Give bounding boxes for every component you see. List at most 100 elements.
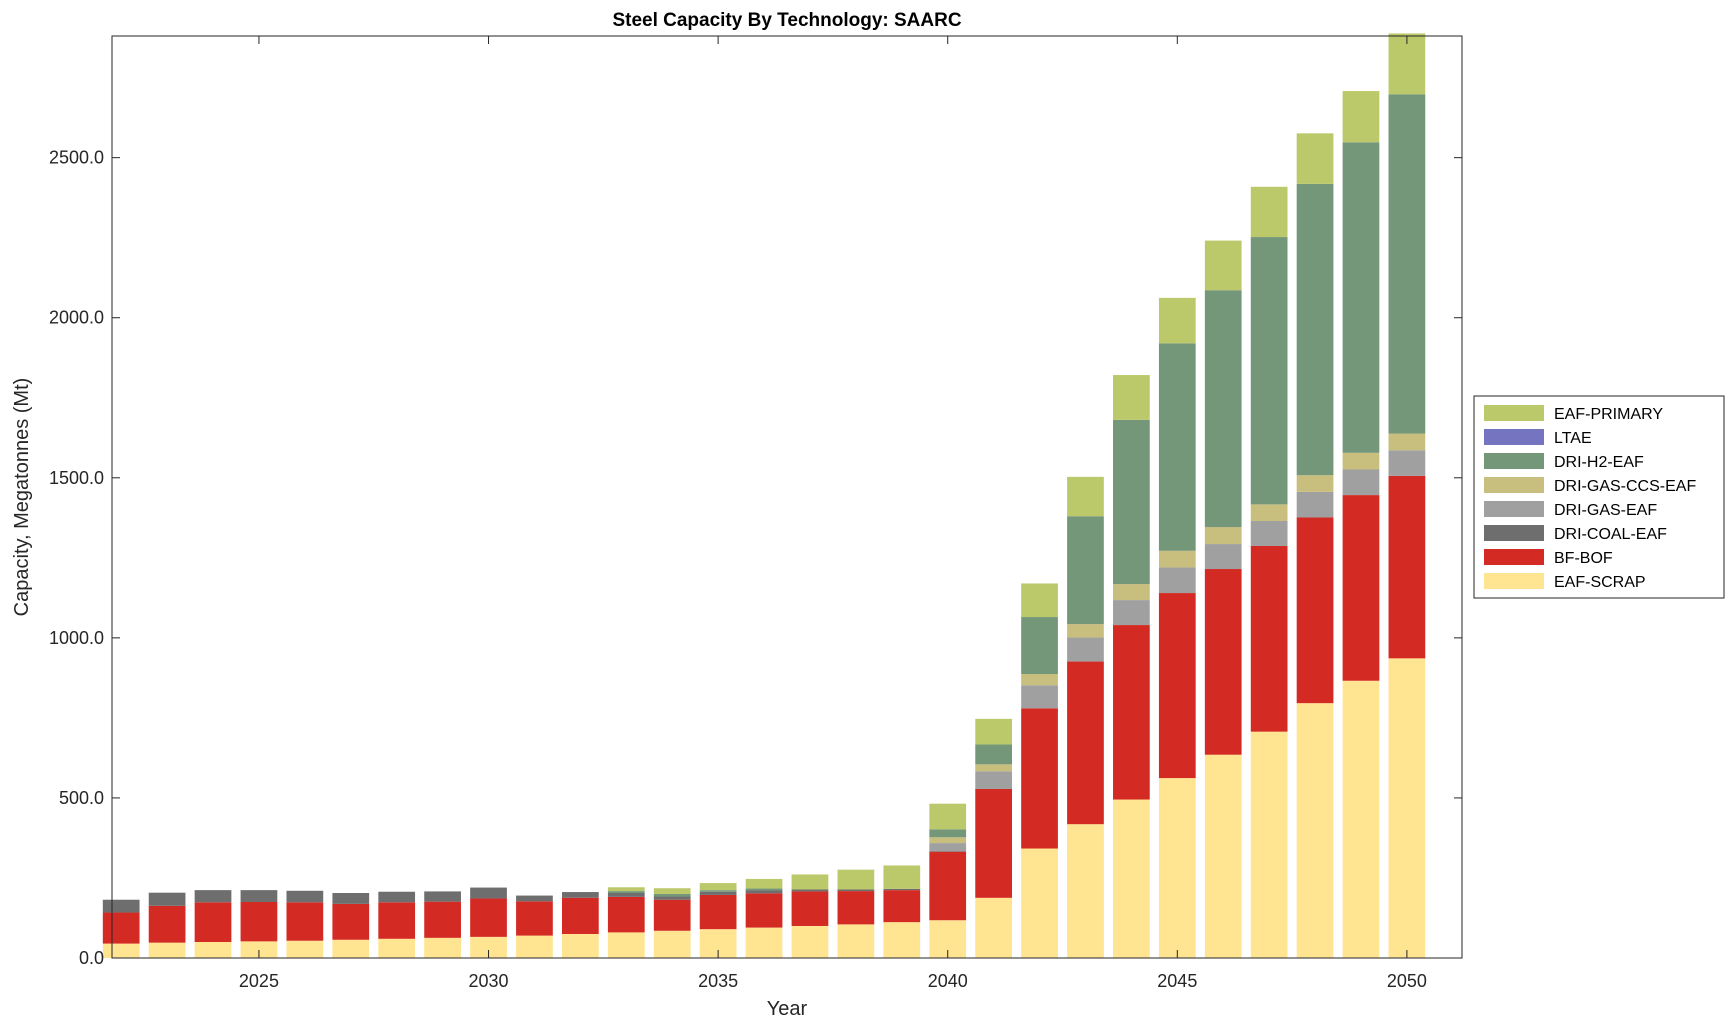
bar-segment-eaf-scrap-2042 [1021,848,1058,958]
bar-segment-eaf-scrap-2033 [607,932,645,958]
bar-segment-eaf-primary-2047 [1250,186,1288,238]
bar-segment-bf-bof-2022 [102,912,140,944]
bar-segment-eaf-scrap-2037 [791,925,829,958]
chart-title: Steel Capacity By Technology: SAARC [612,10,961,31]
bar-segment-eaf-primary-2036 [745,878,783,889]
bar-segment-dri-coal-eaf-2039 [883,888,921,891]
bar-segment-bf-bof-2024 [194,902,232,942]
bar-segment-bf-bof-2033 [607,896,645,933]
bar-segment-dri-coal-eaf-2038 [837,889,875,892]
bar-segment-eaf-scrap-2038 [837,924,875,958]
bar-segment-eaf-scrap-2048 [1296,703,1334,958]
x-tick-label: 2025 [239,971,279,991]
bar-segment-eaf-scrap-2032 [562,933,599,958]
bar-segment-eaf-scrap-2050 [1388,658,1426,958]
bar-segment-dri-h2-eaf-2045 [1158,343,1196,551]
bar-segment-eaf-primary-2049 [1342,91,1380,143]
bar-segment-dri-coal-eaf-2036 [745,890,783,894]
bar-segment-dri-coal-eaf-2024 [194,890,232,903]
bar-segment-dri-coal-eaf-2028 [378,891,416,903]
bar-segment-eaf-primary-2042 [1021,583,1058,618]
bar-segment-dri-coal-eaf-2022 [102,899,140,913]
bar-segment-dri-coal-eaf-2034 [653,896,691,900]
bar-segment-bf-bof-2048 [1296,517,1334,704]
bar-segment-dri-coal-eaf-2033 [607,893,645,897]
bar-segment-bf-bof-2023 [148,905,186,943]
bar-segment-dri-gas-ccs-eaf-2046 [1204,527,1242,545]
y-tick-label: 0.0 [79,948,104,968]
bar-segment-dri-coal-eaf-2027 [332,893,370,904]
legend-label-dri-gas-eaf: DRI-GAS-EAF [1554,502,1657,519]
legend-label-eaf-scrap: EAF-SCRAP [1554,574,1646,591]
bar-segment-eaf-scrap-2049 [1342,680,1380,958]
bar-segment-bf-bof-2040 [929,851,967,921]
bar-segment-bf-bof-2050 [1388,475,1426,659]
bar-segment-dri-gas-eaf-2048 [1296,491,1334,518]
legend-label-eaf-primary: EAF-PRIMARY [1554,406,1663,423]
legend-label-dri-h2-eaf: DRI-H2-EAF [1554,454,1644,471]
legend-label-dri-gas-ccs-eaf: DRI-GAS-CCS-EAF [1554,478,1696,495]
bar-segment-dri-gas-eaf-2046 [1204,544,1242,570]
bar-segment-eaf-scrap-2030 [470,936,507,958]
axis-ticks: 0.0 500.0 1000.0 1500.0 2000.0 2500.0 2025 2030… [49,36,1462,991]
y-tick-label: 500.0 [59,788,104,808]
legend-label-ltae: LTAE [1554,430,1592,447]
bar-segment-dri-h2-eaf-2048 [1296,183,1334,476]
bar-segment-dri-h2-eaf-2035 [699,890,737,892]
legend: EAF-PRIMARY LTAE DRI-H2-EAF DRI-GAS-CCS-EAF… [1473,395,1725,599]
bar-segment-bf-bof-2041 [975,788,1012,898]
legend-label-bf-bof: BF-BOF [1554,550,1613,567]
bar-segment-eaf-primary-2037 [791,874,829,890]
bar-segment-dri-gas-eaf-2043 [1067,637,1104,662]
bar-segment-dri-gas-eaf-2045 [1158,567,1196,594]
bar-segment-bf-bof-2036 [745,893,783,928]
y-tick-label: 2500.0 [49,148,104,168]
bar-segment-dri-coal-eaf-2032 [562,892,599,898]
bar-segment-eaf-scrap-2039 [883,922,921,958]
bar-segment-eaf-scrap-2031 [516,935,553,958]
bar-segment-bf-bof-2026 [286,902,324,941]
legend-label-dri-coal-eaf: DRI-COAL-EAF [1554,526,1667,543]
x-tick-label: 2035 [698,971,738,991]
bar-segment-bf-bof-2038 [837,891,875,925]
bar-segment-dri-gas-ccs-eaf-2047 [1250,504,1288,522]
y-tick-label: 1500.0 [49,468,104,488]
bar-segment-dri-coal-eaf-2029 [424,891,461,902]
bar-segment-dri-h2-eaf-2043 [1067,516,1104,625]
bar-segment-eaf-primary-2045 [1158,297,1196,344]
bar-segment-dri-gas-eaf-2041 [975,771,1012,789]
legend-swatch-eaf-primary [1484,405,1544,421]
bar-segment-dri-gas-ccs-eaf-2049 [1342,452,1380,470]
bar-segment-eaf-primary-2033 [607,887,645,892]
bar-segment-dri-gas-eaf-2049 [1342,469,1380,496]
bar-segment-bf-bof-2034 [653,899,691,931]
bar-segment-dri-gas-eaf-2050 [1388,450,1426,476]
bar-segment-dri-gas-ccs-eaf-2042 [1021,674,1058,686]
bar-segment-bf-bof-2042 [1021,708,1058,849]
bar-segment-dri-gas-eaf-2047 [1250,521,1288,546]
bar-segment-dri-gas-eaf-2040 [929,843,967,852]
bar-segment-dri-h2-eaf-2047 [1250,237,1288,505]
bar-segment-eaf-primary-2041 [975,718,1012,745]
plot-frame [111,35,1463,959]
bar-segment-dri-coal-eaf-2035 [699,891,737,895]
legend-swatch-dri-h2-eaf [1484,453,1544,469]
bar-segment-bf-bof-2028 [378,902,416,939]
bar-segment-dri-gas-ccs-eaf-2040 [929,837,967,844]
bar-segment-bf-bof-2035 [699,894,737,930]
y-tick-label: 2000.0 [49,308,104,328]
bar-segment-eaf-scrap-2041 [975,897,1012,958]
bar-segment-eaf-scrap-2023 [148,942,186,958]
bar-segment-bf-bof-2030 [470,898,507,937]
bar-segment-dri-h2-eaf-2046 [1204,290,1242,528]
bar-segment-eaf-scrap-2025 [240,941,278,958]
bar-segment-bf-bof-2025 [240,901,278,942]
legend-swatch-bf-bof [1484,549,1544,565]
bar-segment-dri-h2-eaf-2036 [745,888,783,891]
bar-segment-eaf-scrap-2027 [332,939,370,958]
bar-segment-eaf-primary-2048 [1296,133,1334,184]
bar-segment-eaf-scrap-2024 [194,941,232,958]
legend-swatch-ltae [1484,429,1544,445]
bar-segment-bf-bof-2047 [1250,545,1288,732]
